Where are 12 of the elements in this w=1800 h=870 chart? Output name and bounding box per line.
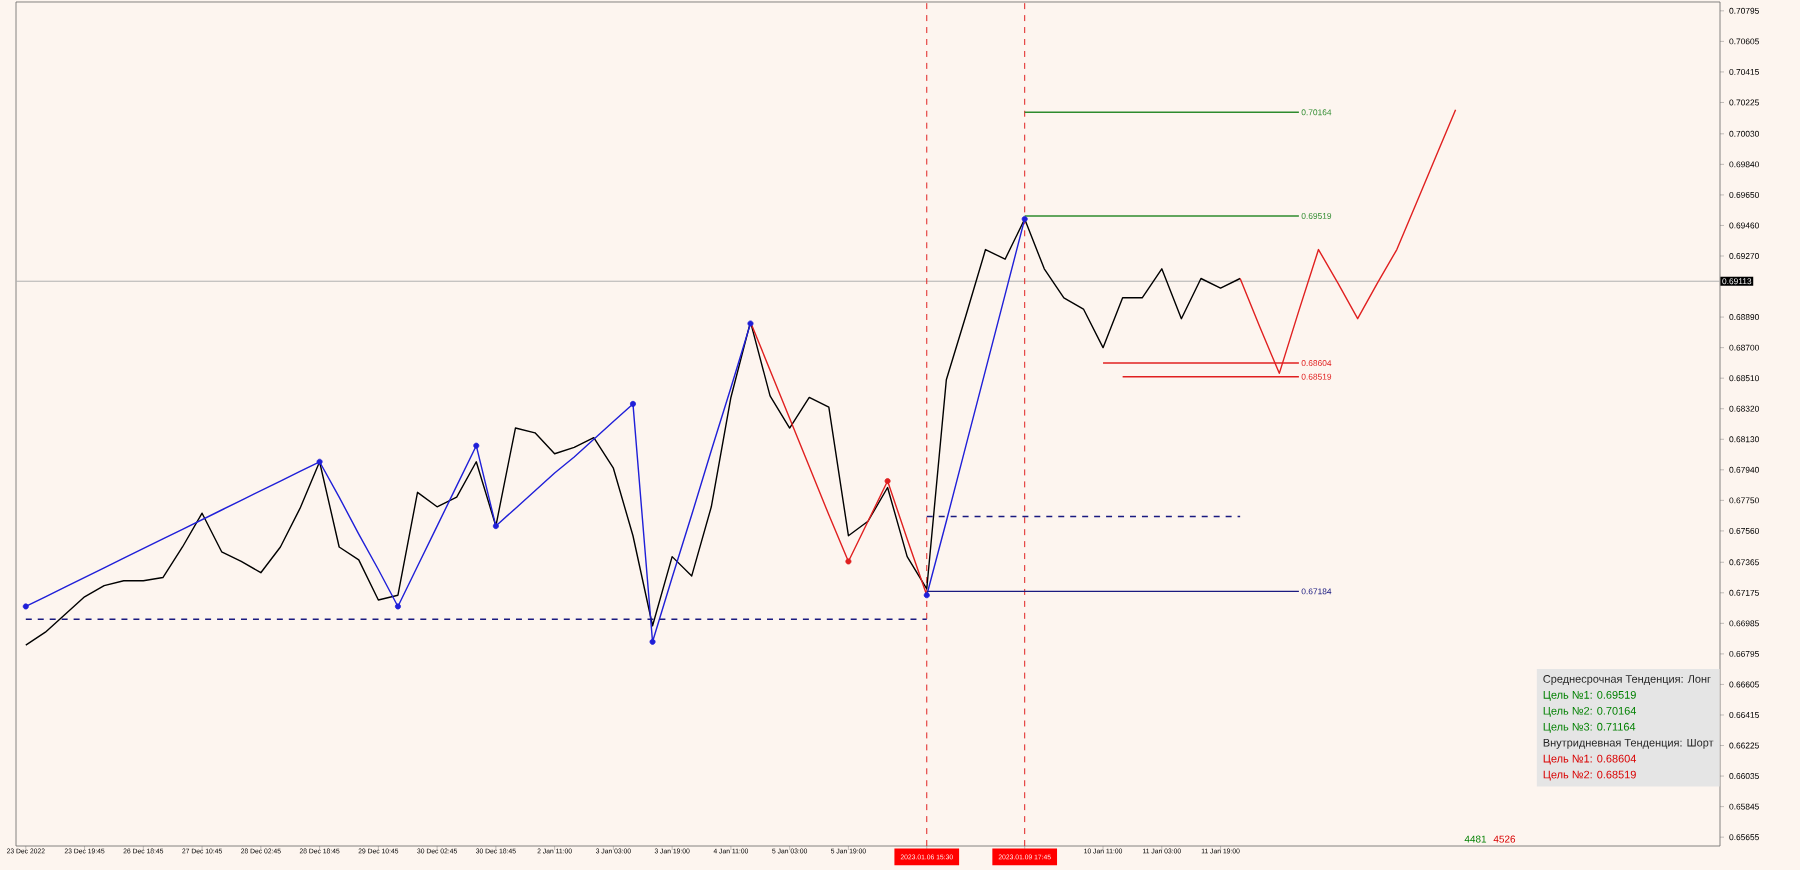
point: [492, 523, 499, 530]
point: [923, 592, 930, 599]
point: [649, 638, 656, 645]
point: [473, 442, 480, 449]
point: [316, 458, 323, 465]
point: [884, 478, 891, 485]
point: [394, 603, 401, 610]
point: [845, 558, 852, 565]
point: [747, 320, 754, 327]
point: [1021, 216, 1028, 223]
point: [629, 400, 636, 407]
point: [22, 603, 29, 610]
